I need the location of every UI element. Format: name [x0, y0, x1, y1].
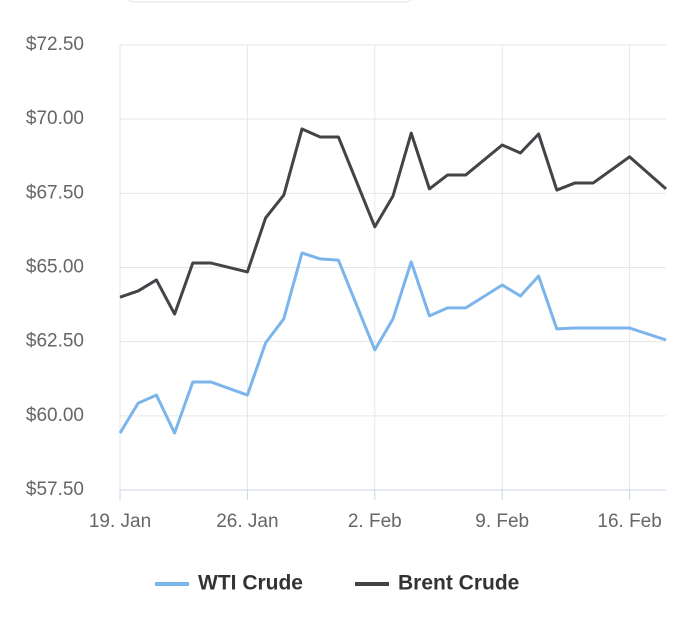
- y-tick-label: $57.50: [26, 479, 84, 500]
- legend-label: Brent Crude: [398, 572, 519, 595]
- x-tick-label: 26. Jan: [216, 511, 278, 532]
- top-control: [128, 0, 412, 3]
- x-tick-label: 9. Feb: [475, 511, 529, 532]
- y-tick-label: $67.50: [26, 182, 84, 203]
- y-tick-label: $60.00: [26, 405, 84, 426]
- line: [118, 251, 667, 435]
- y-tick-label: $70.00: [26, 108, 84, 129]
- x-tick-label: 2. Feb: [348, 511, 402, 532]
- x-tick-label: 16. Feb: [597, 511, 661, 532]
- y-tick-label: $62.50: [26, 331, 84, 352]
- line: [119, 127, 667, 316]
- y-tick-label: $72.50: [26, 34, 84, 55]
- x-tick-label: 19. Jan: [89, 511, 151, 532]
- y-tick-label: $65.00: [26, 257, 84, 278]
- legend-label: WTI Crude: [198, 572, 303, 595]
